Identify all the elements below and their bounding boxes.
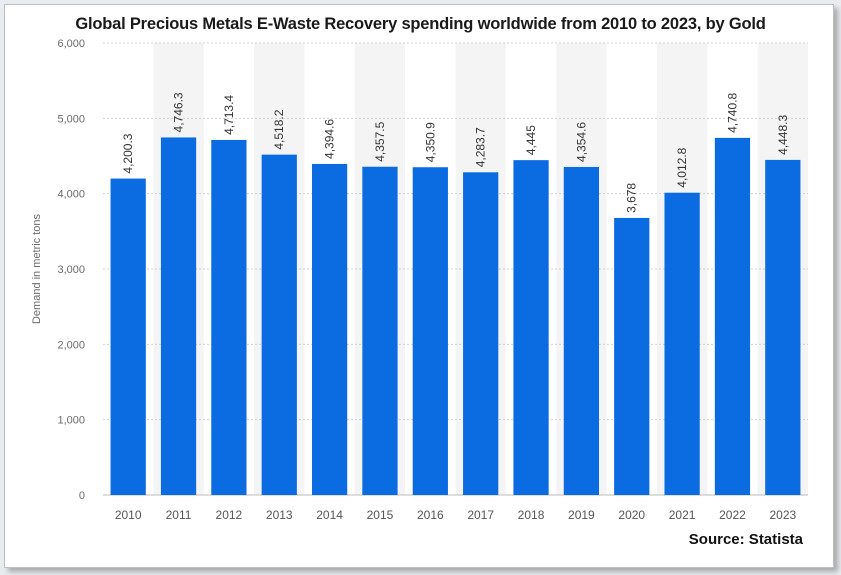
data-label-2018: 4,445 (524, 125, 538, 155)
data-labels: 4,200.3 4,746.3 4,713.4 4,518.2 4,394.6 4,357… (121, 92, 790, 213)
y-axis-ticks: 0 1,000 2,000 3,000 4,000 5,000 6,000 (57, 38, 85, 502)
y-tick-label: 0 (79, 490, 85, 502)
x-axis-ticks: 2010 2011 2012 2013 2014 2015 2016 2017 2018 2019… (115, 508, 797, 522)
x-tick-label-2022: 2022 (719, 508, 746, 522)
x-tick-label-2023: 2023 (769, 508, 796, 522)
data-label-2012: 4,713.4 (222, 95, 236, 135)
source-label: Source: Statista (688, 531, 803, 548)
y-axis-title: Demand in metric tons (31, 213, 43, 324)
x-tick-label-2014: 2014 (316, 508, 343, 522)
x-tick-label-2017: 2017 (467, 508, 494, 522)
x-tick-label-2018: 2018 (518, 508, 545, 522)
y-tick-label: 4,000 (57, 189, 85, 201)
bar-2013 (261, 154, 297, 495)
data-label-2017: 4,283.7 (474, 127, 488, 167)
bar-2011 (160, 137, 197, 495)
data-label-2015: 4,357.5 (373, 121, 387, 161)
y-tick-label: 2,000 (57, 339, 85, 351)
x-tick-label-2019: 2019 (568, 508, 595, 522)
bar-2016 (412, 167, 448, 496)
bar-2015 (362, 166, 398, 496)
bar-2023 (765, 159, 801, 496)
bar-2018 (513, 160, 549, 496)
x-tick-label-2010: 2010 (115, 508, 142, 522)
data-label-2022: 4,740.8 (725, 92, 739, 132)
data-label-2019: 4,354.6 (574, 122, 588, 162)
data-label-2021: 4,012.8 (675, 147, 689, 187)
data-label-2016: 4,350.9 (423, 122, 437, 162)
bar-2014 (311, 163, 348, 496)
x-tick-label-2020: 2020 (618, 508, 645, 522)
y-tick-label: 5,000 (57, 113, 85, 125)
x-tick-label-2016: 2016 (417, 508, 444, 522)
x-tick-label-2012: 2012 (216, 508, 243, 522)
bar-2017 (463, 172, 499, 495)
y-tick-label: 6,000 (57, 38, 85, 50)
bar-2021 (664, 192, 700, 495)
x-tick-label-2013: 2013 (266, 508, 293, 522)
bar-2020 (614, 217, 650, 495)
x-tick-label-2015: 2015 (367, 508, 394, 522)
bar-2012 (211, 139, 247, 495)
bar-2022 (714, 137, 751, 495)
bars (110, 137, 801, 496)
data-label-2010: 4,200.3 (121, 133, 135, 173)
data-label-2014: 4,394.6 (323, 119, 337, 159)
y-tick-label: 1,000 (57, 415, 85, 427)
x-tick-label-2011: 2011 (166, 508, 192, 522)
bar-2019 (563, 166, 600, 495)
data-label-2011: 4,746.3 (172, 92, 186, 132)
data-label-2023: 4,448.3 (776, 115, 790, 155)
x-tick-label-2021: 2021 (669, 508, 696, 522)
y-tick-label: 3,000 (57, 264, 85, 276)
bar-2010 (110, 178, 146, 495)
chart-title: Global Precious Metals E-Waste Recovery … (75, 15, 766, 33)
data-label-2020: 3,678 (625, 183, 639, 213)
data-label-2013: 4,518.2 (272, 109, 286, 149)
